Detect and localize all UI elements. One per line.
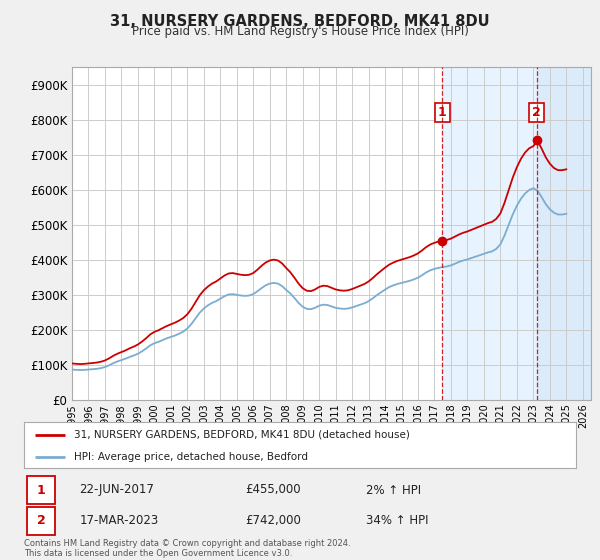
Text: 31, NURSERY GARDENS, BEDFORD, MK41 8DU: 31, NURSERY GARDENS, BEDFORD, MK41 8DU — [110, 14, 490, 29]
Bar — [537, 67, 591, 400]
Text: Price paid vs. HM Land Registry's House Price Index (HPI): Price paid vs. HM Land Registry's House … — [131, 25, 469, 38]
Text: HPI: Average price, detached house, Bedford: HPI: Average price, detached house, Bedf… — [74, 452, 308, 463]
Text: 17-MAR-2023: 17-MAR-2023 — [79, 514, 158, 528]
Text: 2: 2 — [37, 514, 46, 528]
Text: 2% ↑ HPI: 2% ↑ HPI — [366, 483, 421, 497]
FancyBboxPatch shape — [27, 476, 55, 504]
Text: £742,000: £742,000 — [245, 514, 301, 528]
FancyBboxPatch shape — [27, 507, 55, 535]
Text: 1: 1 — [438, 106, 446, 119]
Text: 22-JUN-2017: 22-JUN-2017 — [79, 483, 154, 497]
Text: 1: 1 — [37, 483, 46, 497]
Bar — [442, 67, 591, 400]
Text: 2: 2 — [532, 106, 541, 119]
Text: 34% ↑ HPI: 34% ↑ HPI — [366, 514, 429, 528]
Text: 31, NURSERY GARDENS, BEDFORD, MK41 8DU (detached house): 31, NURSERY GARDENS, BEDFORD, MK41 8DU (… — [74, 430, 410, 440]
Text: Contains HM Land Registry data © Crown copyright and database right 2024.
This d: Contains HM Land Registry data © Crown c… — [24, 539, 350, 558]
Text: £455,000: £455,000 — [245, 483, 301, 497]
